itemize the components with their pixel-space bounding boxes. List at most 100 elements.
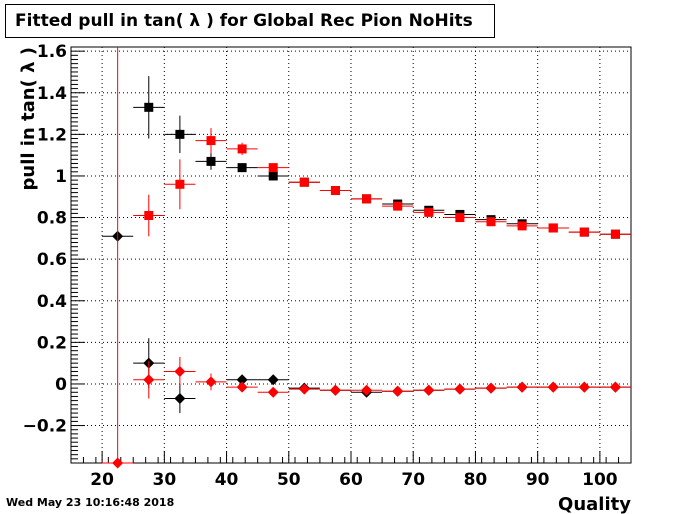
diamond-marker [392,385,404,397]
square-marker [579,227,589,237]
y-tick-label: 1.6 [37,42,67,62]
chart-title: Fitted pull in tan( λ ) for Global Rec P… [5,4,495,38]
y-axis-title: pull in tan( λ ) [18,47,39,191]
diamond-marker [174,393,186,405]
data-point [475,217,507,227]
x-tick-label: 80 [464,470,488,490]
diamond-marker [423,384,435,396]
y-tick-label: 0.6 [37,250,67,270]
square-marker [299,177,309,187]
data-point [195,373,227,391]
data-point [257,171,289,181]
diamond-marker [236,374,248,386]
data-point [133,361,165,399]
y-tick-label: −0.2 [23,417,67,437]
data-point [133,194,165,237]
square-marker [486,217,496,227]
y-tick-label: 1 [55,167,67,187]
data-point [568,381,600,393]
square-marker [424,207,434,217]
diamond-marker [485,382,497,394]
axis-ticks: 20 30 40 50 60 70 80 90 100 −0.2 0 0.2 0.4 0.6 0.8 1 1.2… [23,42,632,490]
data-point [226,163,258,173]
diamond-marker [516,381,528,393]
x-tick-label: 50 [277,470,301,490]
x-tick-label: 90 [526,470,550,490]
data-point [164,115,196,154]
data-point [506,381,538,393]
data-point [413,207,445,217]
square-marker [237,144,247,154]
diamond-marker [298,383,310,395]
data-point [164,159,196,210]
square-marker [330,186,340,196]
diamond-marker [112,457,124,469]
data-point [351,194,383,204]
diamond-marker [267,374,279,386]
square-marker [393,201,403,211]
data-point [288,383,320,395]
data-point [195,128,227,154]
data-point [506,221,538,231]
diamond-marker [609,381,621,393]
x-tick-label: 70 [401,470,425,490]
data-point [444,213,476,223]
x-axis-title: Quality [558,494,631,514]
data-point [382,201,414,211]
data-points [102,47,631,469]
data-point [257,386,289,398]
data-point [164,383,196,414]
data-point [226,374,258,386]
data-point [537,223,569,233]
data-point [102,47,134,469]
square-marker [268,163,278,173]
square-marker [517,221,527,231]
square-marker [175,179,185,189]
diamond-marker [578,381,590,393]
diamond-marker [143,374,155,386]
square-marker [144,210,154,220]
diamond-marker [454,383,466,395]
data-point [226,381,258,393]
y-tick-label: 0.8 [37,209,67,229]
square-marker [610,229,620,239]
data-point [164,356,196,387]
data-point [599,229,631,239]
square-marker [144,102,154,112]
data-point [133,76,165,139]
diamond-marker [267,386,279,398]
x-tick-label: 20 [90,470,114,490]
y-tick-label: 0.4 [37,292,67,312]
y-tick-label: 0.2 [37,333,67,353]
data-point [444,383,476,395]
data-point [319,384,351,396]
data-point [288,177,320,187]
data-point [226,142,258,156]
diamond-marker [361,384,373,396]
data-point [195,153,227,170]
data-point [319,186,351,196]
data-point [257,374,289,386]
x-tick-label: 30 [152,470,176,490]
diamond-marker [205,376,217,388]
data-point [257,163,289,173]
data-point [568,227,600,237]
y-tick-label: 0 [55,375,67,395]
data-point [413,384,445,396]
timestamp: Wed May 23 10:16:48 2018 [6,496,175,509]
square-marker [206,136,216,146]
grid [71,47,631,463]
y-tick-label: 1.4 [37,84,67,104]
data-point [599,381,631,393]
square-marker [455,213,465,223]
x-tick-label: 60 [339,470,363,490]
square-marker [268,171,278,181]
square-marker [206,156,216,166]
x-tick-label: 40 [215,470,239,490]
square-marker [237,163,247,173]
data-point [475,382,507,394]
data-point [537,381,569,393]
diamond-marker [174,365,186,377]
data-point [382,385,414,397]
